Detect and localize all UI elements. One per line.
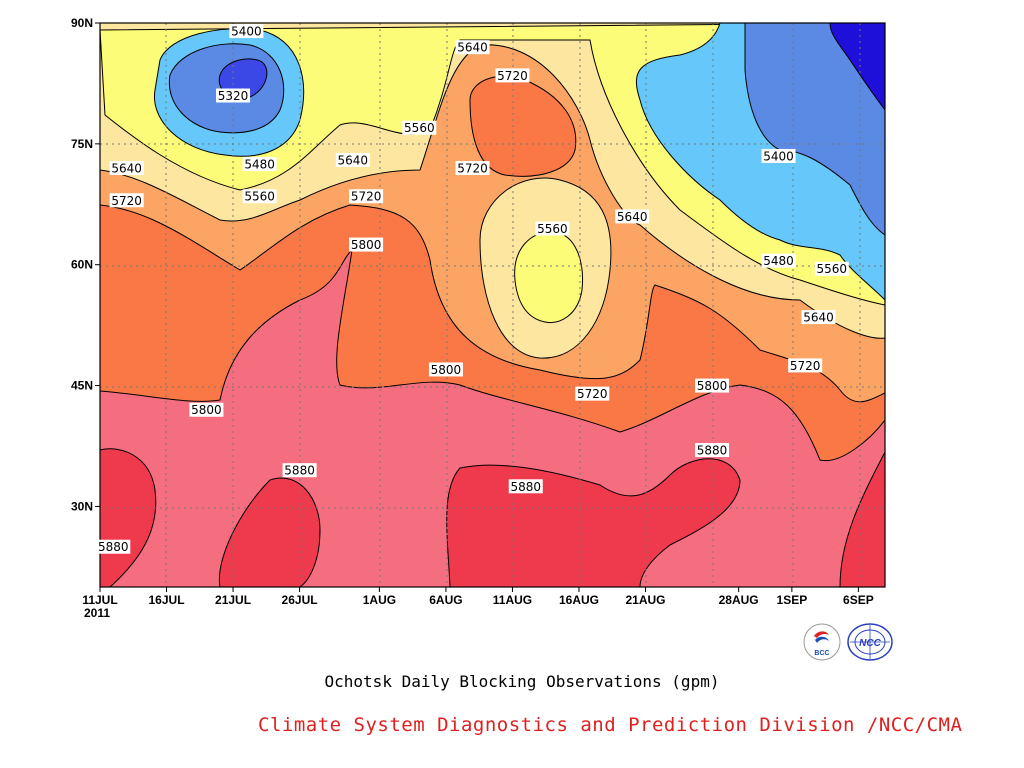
contour-label: 5560 <box>817 262 848 276</box>
contour-label-box <box>814 261 849 276</box>
contour-label-box <box>761 148 796 163</box>
contour-label-box <box>109 161 144 176</box>
contour-label-box <box>96 539 131 554</box>
contour-chart: 11JUL 16JUL 21JUL 26JUL 1AUG 6AUG 11AUG 16AUG 21… <box>71 16 886 607</box>
contour-labels: 5400 5320 5480 5560 5640 5720 5640 5720 5560 5640… <box>96 24 849 554</box>
contour-label-box <box>761 253 796 268</box>
x-tick-label: 26JUL <box>282 593 318 607</box>
x-tick-label: 16JUL <box>149 593 185 607</box>
contour-label: 5800 <box>191 403 222 417</box>
contour-label-box <box>455 40 490 55</box>
contour-label-box <box>242 189 277 204</box>
contour-label-box <box>229 24 264 39</box>
contour-label-box <box>695 443 730 458</box>
fill-above-5880-b <box>218 477 321 587</box>
x-axis-year-label: 2011 <box>84 606 111 620</box>
contour-label: 5640 <box>111 162 142 176</box>
contour-label: 5560 <box>244 190 275 204</box>
x-tick-label: 11AUG <box>493 593 532 607</box>
ncc-logo: NCC <box>847 623 893 661</box>
x-tick-label: 21AUG <box>626 593 666 607</box>
contour-label: 5640 <box>617 210 648 224</box>
contour-label-box <box>695 378 730 393</box>
contour-label: 5560 <box>404 121 435 135</box>
contour-label-box <box>335 152 370 167</box>
contour-label-box <box>402 120 437 135</box>
contour-label: 5480 <box>763 254 794 268</box>
y-tick-label: 75N <box>71 137 93 151</box>
contour-label: 5880 <box>98 540 129 554</box>
contour-label: 5720 <box>351 190 382 204</box>
x-tick-label: 6SEP <box>843 593 874 607</box>
svg-text:BCC: BCC <box>814 650 829 657</box>
x-tick-label: 16AUG <box>559 593 599 607</box>
contour-label-box <box>788 358 823 373</box>
contour-label-box <box>349 237 384 252</box>
contour-label-box <box>109 193 144 208</box>
y-tick-label: 30N <box>71 499 93 513</box>
fill-5480-5560-pocket <box>514 231 584 324</box>
contour-label-box <box>508 479 543 494</box>
contour-label: 5640 <box>338 153 369 167</box>
credit-line: Climate System Diagnostics and Predictio… <box>258 714 963 736</box>
x-tick-label: 1AUG <box>363 593 396 607</box>
contour-label-box <box>455 161 490 176</box>
contour-label: 5400 <box>763 149 794 163</box>
contour-label-box <box>428 362 463 377</box>
contour-label-box <box>282 463 317 478</box>
x-axis: 11JUL 16JUL 21JUL 26JUL 1AUG 6AUG 11AUG 16AUG 21… <box>82 587 874 607</box>
contour-label: 5480 <box>244 158 275 172</box>
contour-label-box <box>242 157 277 171</box>
contour-label: 5720 <box>457 162 488 176</box>
bcc-logo: BCC <box>803 623 841 661</box>
y-tick-label: 60N <box>71 258 93 272</box>
x-tick-label: 11JUL <box>82 593 117 607</box>
y-axis: 30N 45N 60N 75N 90N <box>71 16 100 513</box>
contour-label-box <box>535 221 570 236</box>
contour-label: 5800 <box>697 379 728 393</box>
contour-label-box <box>615 209 650 224</box>
y-tick-label: 90N <box>71 16 93 30</box>
contour-label: 5720 <box>790 359 821 373</box>
contour-label-box <box>801 310 836 325</box>
contour-label: 5720 <box>111 194 142 208</box>
contour-label: 5880 <box>510 480 541 494</box>
contour-label-box <box>495 68 530 83</box>
contour-label: 5320 <box>218 89 249 103</box>
contour-label-box <box>189 402 224 417</box>
contour-label: 5640 <box>457 41 488 55</box>
x-tick-label: 6AUG <box>429 593 462 607</box>
contour-label: 5400 <box>231 25 262 39</box>
fill-5320-5400-right <box>744 23 885 236</box>
fill-below-5320-right <box>829 23 885 111</box>
contour-label: 5880 <box>697 444 728 458</box>
svg-text:NCC: NCC <box>859 638 881 649</box>
contour-label: 5720 <box>577 387 608 401</box>
x-tick-label: 1SEP <box>777 593 808 607</box>
x-tick-label: 21JUL <box>215 593 251 607</box>
contour-label-box <box>216 88 251 103</box>
contour-fills <box>100 23 885 587</box>
contour-label: 5800 <box>431 363 462 377</box>
contour-label: 5560 <box>537 222 568 236</box>
gridlines <box>100 23 885 587</box>
plot-frame <box>99 22 886 588</box>
contour-label-box <box>575 386 610 401</box>
contour-label-box <box>349 189 384 204</box>
contour-label: 5880 <box>284 464 315 478</box>
contour-label: 5800 <box>351 238 382 252</box>
x-tick-label: 28AUG <box>719 593 759 607</box>
contour-label: 5640 <box>803 311 834 325</box>
chart-title: Ochotsk Daily Blocking Observations (gpm… <box>324 672 720 691</box>
contour-label: 5720 <box>497 69 528 83</box>
y-tick-label: 45N <box>71 379 93 393</box>
